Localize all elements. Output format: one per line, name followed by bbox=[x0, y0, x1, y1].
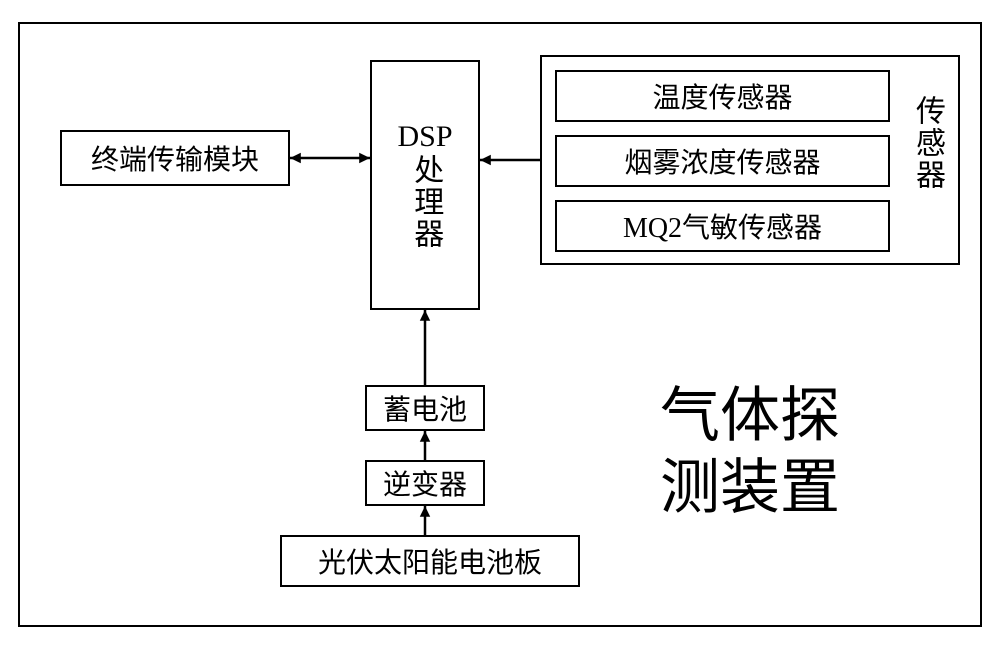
pv-panel-box: 光伏太阳能电池板 bbox=[280, 535, 580, 587]
inverter-label: 逆变器 bbox=[383, 463, 467, 503]
inverter-box: 逆变器 bbox=[365, 460, 485, 506]
temp-sensor-box: 温度传感器 bbox=[555, 70, 890, 122]
dsp-label-top: DSP bbox=[397, 120, 452, 155]
smoke-sensor-label: 烟雾浓度传感器 bbox=[624, 141, 820, 181]
canvas: 终端传输模块 DSP 处理器 传感器 温度传感器 烟雾浓度传感器 MQ2气敏传感… bbox=[0, 0, 1000, 649]
dsp-label-vert: 处理器 bbox=[408, 154, 443, 250]
battery-box: 蓄电池 bbox=[365, 385, 485, 431]
diagram-title-line2: 测装置 bbox=[660, 452, 840, 524]
diagram-title-line1: 气体探 bbox=[660, 380, 840, 452]
pv-panel-label: 光伏太阳能电池板 bbox=[318, 541, 542, 581]
temp-sensor-label: 温度传感器 bbox=[652, 76, 792, 116]
terminal-module-label: 终端传输模块 bbox=[91, 138, 259, 178]
terminal-module-box: 终端传输模块 bbox=[60, 130, 290, 186]
sensor-group-label: 传感器 bbox=[905, 95, 949, 191]
mq2-sensor-label: MQ2气敏传感器 bbox=[623, 206, 822, 246]
smoke-sensor-box: 烟雾浓度传感器 bbox=[555, 135, 890, 187]
battery-label: 蓄电池 bbox=[383, 388, 467, 428]
mq2-sensor-box: MQ2气敏传感器 bbox=[555, 200, 890, 252]
diagram-title: 气体探 测装置 bbox=[660, 380, 840, 524]
dsp-box: DSP 处理器 bbox=[370, 60, 480, 310]
